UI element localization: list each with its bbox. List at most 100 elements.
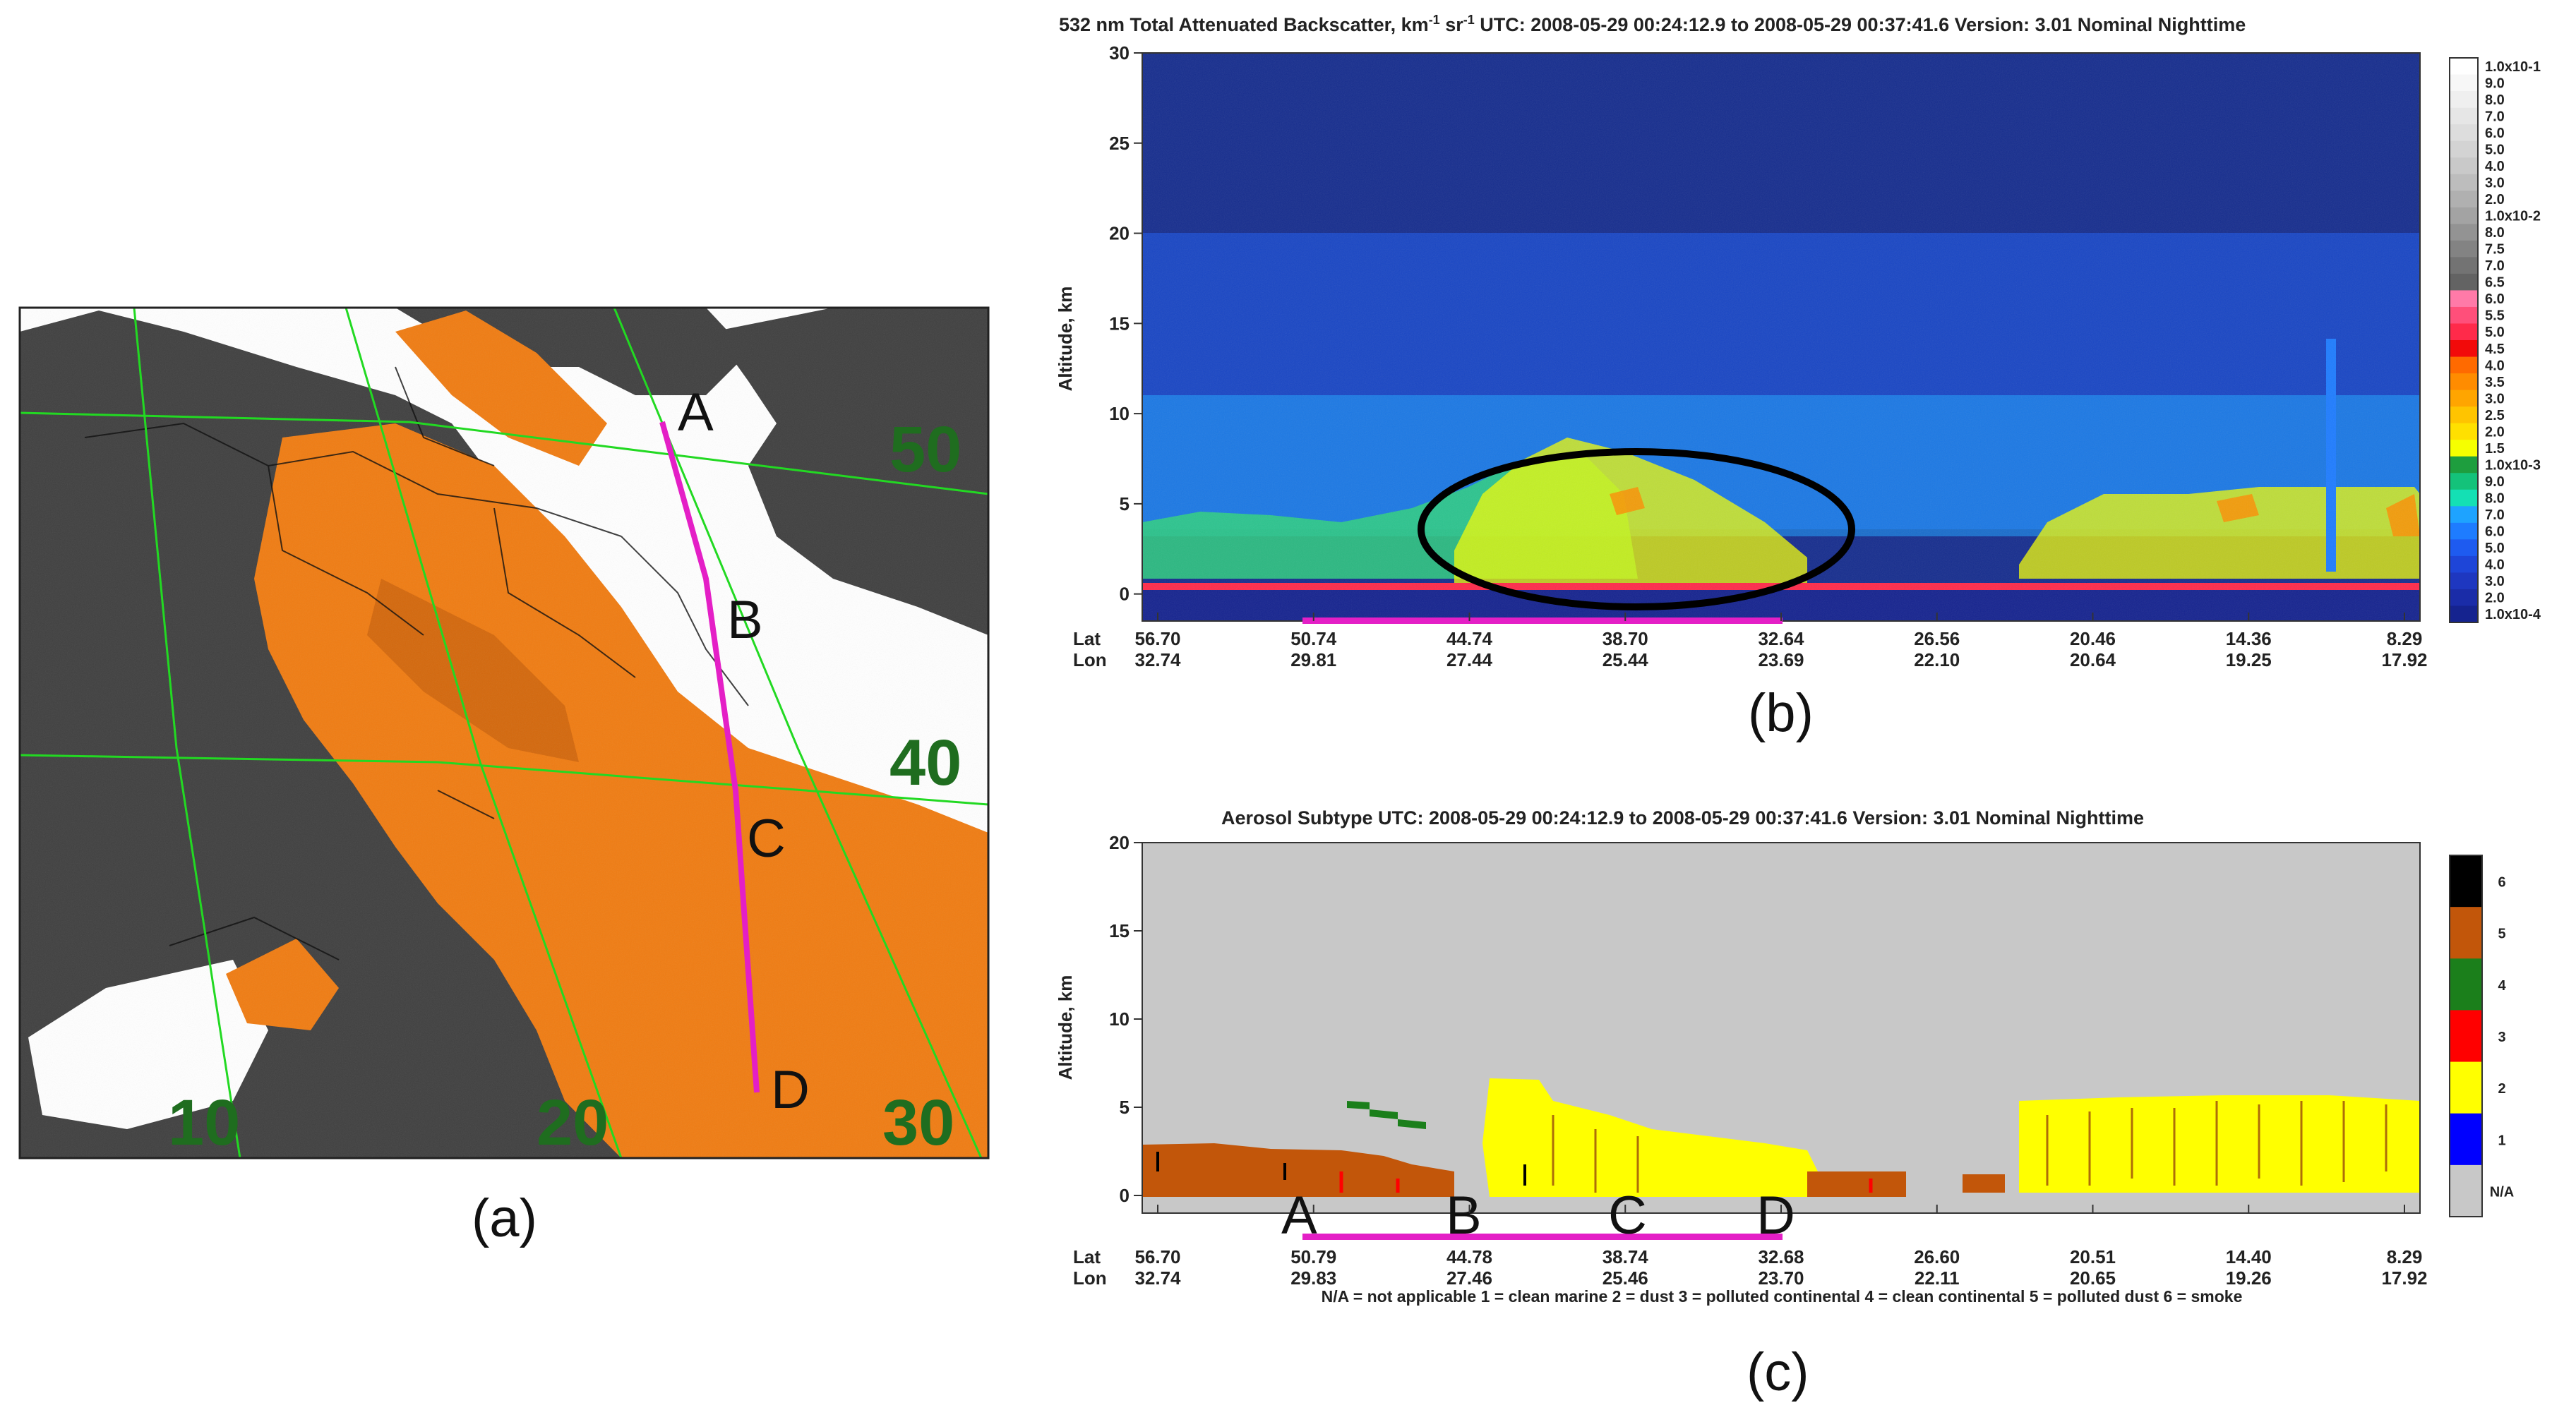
- panel-label-b: (b): [1748, 683, 1814, 743]
- xtick-lon-label: 19.25: [2226, 649, 2272, 670]
- colorbar-label: 1: [2498, 1133, 2505, 1148]
- track-point-C: C: [747, 809, 786, 869]
- colorbar-swatch: [2450, 74, 2478, 92]
- map-frame: [18, 306, 990, 1159]
- colorbar-label: 4.0: [2485, 358, 2505, 373]
- panel-label-a: (a): [472, 1188, 537, 1248]
- colorbar-swatch: [2450, 1164, 2482, 1217]
- subtype-colorbar: 6 5 4 3 2 1 N/A: [2449, 855, 2514, 1217]
- xtick-lat-label: 14.40: [2226, 1246, 2272, 1267]
- colorbar-label: 1.0x10-4: [2485, 607, 2541, 622]
- xtick-lon-label: 22.10: [1914, 649, 1960, 670]
- backscatter-chart: 532 nm Total Attenuated Backscatter, km-…: [1055, 13, 2541, 670]
- colorbar-label: 1.5: [2485, 441, 2505, 457]
- segment-label-C: C: [1608, 1186, 1647, 1246]
- colorbar-label: 2.0: [2485, 424, 2505, 440]
- subtype-title: Aerosol Subtype UTC: 2008-05-29 00:24:12…: [1221, 807, 2144, 829]
- panel-label-c: (c): [1747, 1342, 1809, 1402]
- colorbar-swatch: [2450, 605, 2478, 623]
- subtype-yticks: 0 5 10 15 20: [1109, 832, 1142, 1206]
- colorbar-label: 3.0: [2485, 175, 2505, 191]
- xtick-lat-label: 38.70: [1602, 628, 1648, 649]
- colorbar-label: 4.5: [2485, 342, 2505, 357]
- xtick-lat-label: 8.29: [2387, 1246, 2423, 1267]
- colorbar-label: 3.0: [2485, 391, 2505, 406]
- colorbar-swatch: [2450, 224, 2478, 241]
- subtype-smoke-marks: [1156, 1152, 1526, 1186]
- xtick-lon-label: 20.64: [2070, 649, 2116, 670]
- ytick-label: 0: [1120, 1185, 1130, 1206]
- colorbar-swatch: [2450, 539, 2478, 557]
- xtick-lon-label: 32.74: [1134, 1267, 1181, 1289]
- xtick-lat-label: 20.51: [2070, 1246, 2116, 1267]
- backscatter-colorbar: 1.0x10-19.08.07.06.05.04.03.02.01.0x10-2…: [2449, 57, 2541, 623]
- colorbar-swatch: [2450, 107, 2478, 125]
- ytick-label: 15: [1109, 920, 1130, 941]
- xtick-lon-label: 19.26: [2226, 1267, 2272, 1289]
- colorbar-label: 7.0: [2485, 258, 2505, 274]
- colorbar-swatch: [2450, 473, 2478, 490]
- colorbar-swatch: [2450, 323, 2478, 341]
- colorbar-swatch: [2450, 257, 2478, 275]
- colorbar-swatch: [2450, 91, 2478, 109]
- colorbar-label: 2: [2498, 1081, 2505, 1097]
- xtick-lat-label: 14.36: [2226, 628, 2272, 649]
- colorbar-swatch: [2450, 406, 2478, 424]
- ytick-label: 20: [1109, 223, 1130, 244]
- xtick-lon-label: 25.46: [1602, 1267, 1648, 1289]
- colorbar-swatch: [2450, 1113, 2482, 1166]
- map-grid: [20, 308, 988, 1158]
- colorbar-swatch: [2450, 140, 2478, 158]
- track-point-B: B: [727, 590, 763, 650]
- backscatter-texture: [1142, 53, 2420, 621]
- colorbar-label: 2.5: [2485, 408, 2505, 423]
- ytick-label: 5: [1120, 493, 1130, 514]
- country-borders: [84, 366, 749, 960]
- colorbar-swatch: [2450, 907, 2482, 959]
- colorbar-label: 1.0x10-3: [2485, 457, 2541, 473]
- colorbar-label: 6: [2498, 875, 2505, 891]
- backscatter-track-bar: [1302, 617, 1783, 624]
- colorbar-label: 6.0: [2485, 524, 2505, 540]
- colorbar-label: 9.0: [2485, 474, 2505, 490]
- backscatter-lon-label: Lon: [1073, 649, 1107, 670]
- colorbar-label: 7.5: [2485, 242, 2505, 258]
- colorbar-swatch: [2450, 522, 2478, 540]
- colorbar-swatch: [2450, 157, 2478, 175]
- subtype-lon-label: Lon: [1073, 1267, 1107, 1289]
- colorbar-label: 2.0: [2485, 192, 2505, 207]
- lon-label-20: 20: [537, 1087, 609, 1159]
- subtype-polluted-dust-west: [1142, 1143, 1454, 1197]
- colorbar-label: 5.0: [2485, 142, 2505, 157]
- colorbar-label: 6.0: [2485, 126, 2505, 141]
- colorbar-swatch: [2450, 373, 2478, 391]
- colorbar-swatch: [2450, 855, 2482, 908]
- colorbar-label: N/A: [2490, 1184, 2514, 1200]
- segment-label-A: A: [1281, 1186, 1317, 1246]
- colorbar-swatch: [2450, 456, 2478, 474]
- ytick-label: 10: [1109, 1008, 1130, 1030]
- colorbar-swatch: [2450, 390, 2478, 407]
- colorbar-swatch: [2450, 506, 2478, 524]
- colorbar-swatch: [2450, 555, 2478, 573]
- xtick-lon-label: 25.44: [1602, 649, 1649, 670]
- xtick-lat-label: 44.78: [1446, 1246, 1492, 1267]
- colorbar-label: 2.0: [2485, 591, 2505, 606]
- colorbar-swatch: [2450, 58, 2478, 76]
- colorbar-label: 8.0: [2485, 225, 2505, 241]
- colorbar-frame: [2449, 57, 2479, 623]
- colorbar-swatch: [2450, 1061, 2482, 1114]
- colorbar-label: 7.0: [2485, 507, 2505, 523]
- aerosol-subtype-chart: Aerosol Subtype UTC: 2008-05-29 00:24:12…: [1055, 807, 2514, 1306]
- xtick-lat-label: 56.70: [1134, 1246, 1180, 1267]
- xtick-lat-label: 26.56: [1914, 628, 1960, 649]
- xtick-lat-label: 38.74: [1602, 1246, 1649, 1267]
- colorbar-label: 4: [2498, 978, 2506, 994]
- xtick-lat-label: 32.68: [1758, 1246, 1804, 1267]
- xtick-lon-label: 27.46: [1446, 1267, 1492, 1289]
- backscatter-ylabel: Altitude, km: [1055, 287, 1076, 392]
- ytick-label: 10: [1109, 403, 1130, 424]
- xtick-lon-label: 17.92: [2381, 1267, 2427, 1289]
